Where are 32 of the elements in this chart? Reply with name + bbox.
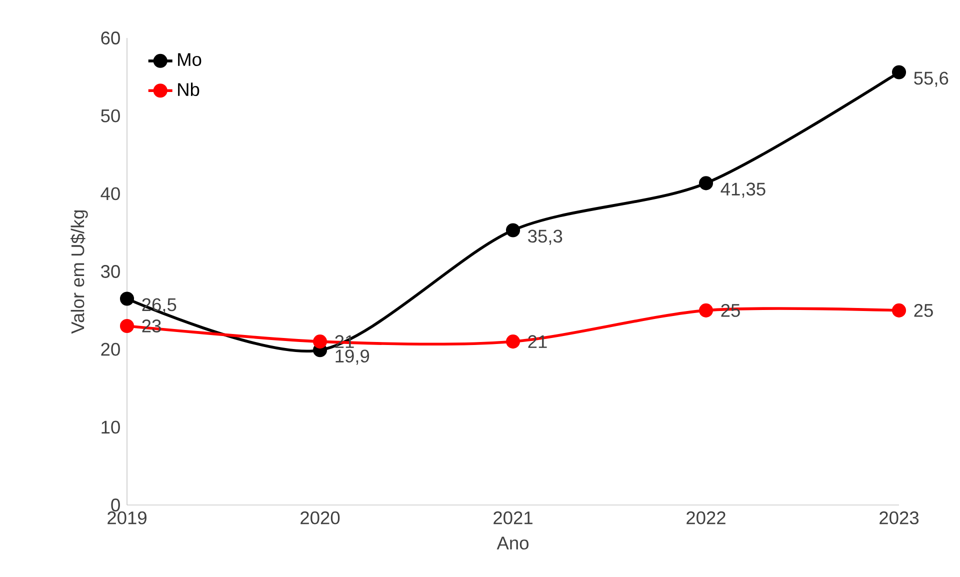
point — [120, 292, 134, 306]
x-tick-label: 2021 — [494, 511, 532, 524]
point — [506, 334, 520, 349]
x-axis-title: Ano — [496, 536, 528, 550]
point — [312, 334, 328, 349]
y-tick-label: 20 — [101, 342, 120, 356]
x-tick-label: 2022 — [686, 511, 726, 524]
data-label: 21 — [335, 335, 354, 348]
y-tick-label: 10 — [102, 420, 120, 434]
y-tick-label: 60 — [101, 32, 120, 44]
point — [892, 303, 906, 318]
y-tick-label: 40 — [100, 187, 120, 200]
y-tick-label: 0 — [111, 498, 120, 512]
data-label: 35,3 — [528, 230, 562, 245]
data-label: 25 — [914, 304, 933, 317]
point — [506, 223, 520, 238]
data-label: 41,35 — [720, 182, 766, 198]
x-tick-label: 2020 — [300, 511, 340, 524]
x-tick-label: 2019 — [108, 511, 146, 524]
point — [892, 65, 906, 80]
y-tick-label: 30 — [101, 265, 120, 278]
x-tick-label: 2023 — [880, 511, 919, 524]
y-tick-label: 50 — [101, 109, 120, 122]
legend-label: Nb — [178, 82, 200, 96]
y-axis-title: Valor em U$/kg — [70, 210, 88, 334]
point — [698, 176, 714, 190]
legend-label: Mo — [178, 53, 202, 66]
point — [698, 303, 714, 318]
data-label: 55,6 — [914, 72, 948, 87]
point — [120, 318, 134, 334]
data-label: 26,5 — [142, 298, 176, 314]
data-label: 19,9 — [336, 350, 370, 365]
